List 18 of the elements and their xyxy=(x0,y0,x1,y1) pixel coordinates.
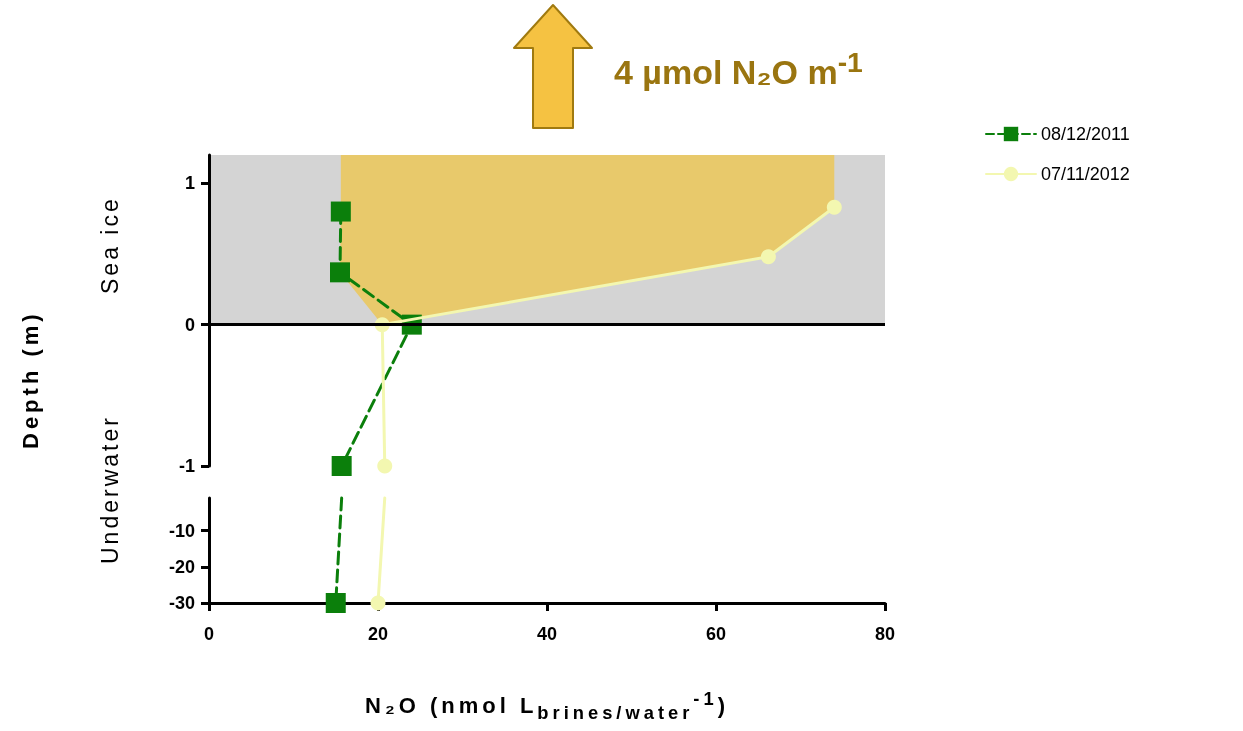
x-tick-label: 40 xyxy=(536,624,558,644)
legend-label: 08/12/2011 xyxy=(1041,124,1130,144)
x-axis-title: N₂O (nmol L$_{brines/water}$$^{-1}$) xyxy=(364,688,730,724)
x-tick-label: 20 xyxy=(367,624,389,644)
text: Underwater xyxy=(97,414,124,567)
y-axis-title: Depth (m) xyxy=(18,309,44,452)
x-tick-label: 60 xyxy=(705,624,727,644)
y-tick-label: -10 xyxy=(168,520,195,541)
y-tick-label: 1 xyxy=(184,173,195,194)
legend-label: 07/11/2012 xyxy=(1041,164,1130,184)
x-tick-label: 0 xyxy=(203,624,215,644)
y-tick-label: -30 xyxy=(168,593,195,613)
text: Sea ice xyxy=(97,195,124,296)
y-tick-label: -1 xyxy=(178,456,195,476)
text: 4 µmol N₂O m$^{-1}$ xyxy=(614,46,863,93)
x-tick-label: 80 xyxy=(874,624,896,644)
y-tick-label: -20 xyxy=(168,556,195,577)
y-tick-label: 0 xyxy=(184,314,195,335)
